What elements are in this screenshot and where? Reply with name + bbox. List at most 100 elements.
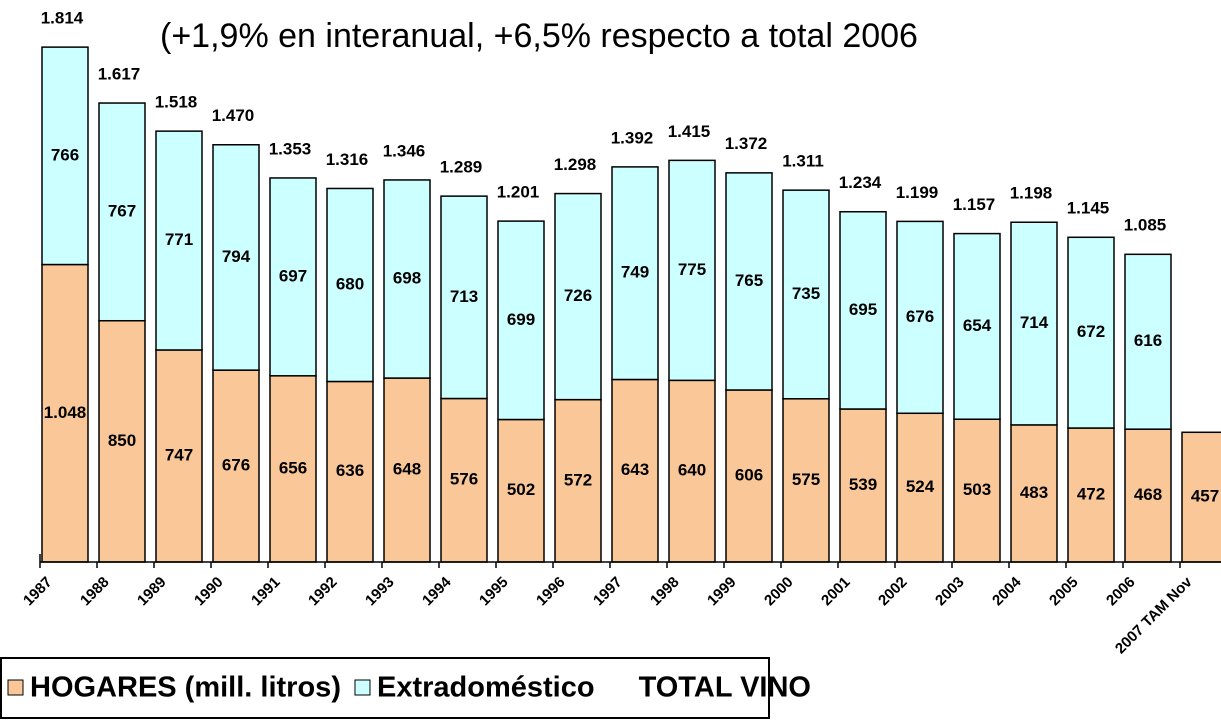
data-label: 643 — [621, 460, 649, 479]
data-label: 749 — [621, 263, 649, 282]
total-label: 1.201 — [497, 183, 540, 202]
data-label: 713 — [450, 287, 478, 306]
data-label: 502 — [507, 480, 535, 499]
data-label: 576 — [450, 470, 478, 489]
bar-segment — [668, 379, 716, 563]
total-label: 1.346 — [383, 141, 426, 160]
x-tick-label: 2001 — [818, 574, 854, 610]
data-label: 794 — [222, 247, 251, 266]
data-label: 656 — [279, 458, 307, 477]
x-tick-label: 2006 — [1103, 574, 1139, 610]
total-label: 1.518 — [155, 93, 198, 112]
bar-segment — [326, 380, 374, 563]
data-label: 680 — [336, 274, 364, 293]
total-label: 1.198 — [1010, 183, 1053, 202]
bar-segment — [212, 144, 260, 371]
total-label: 1.316 — [326, 150, 369, 169]
data-label: 765 — [735, 271, 763, 290]
bar-segment — [98, 319, 146, 563]
data-label: 676 — [222, 456, 250, 475]
total-label: 1.157 — [953, 195, 996, 214]
bar-segment — [839, 408, 887, 563]
x-tick-label: 1993 — [362, 574, 398, 610]
bar-segment — [155, 349, 203, 563]
x-tick-label: 1994 — [419, 573, 455, 609]
bar-segment — [269, 177, 317, 377]
total-label: 1.372 — [725, 134, 768, 153]
data-label: 767 — [108, 201, 136, 220]
total-label: 1.289 — [440, 158, 483, 177]
data-label: 698 — [393, 268, 421, 287]
data-label: 457 — [1191, 487, 1219, 506]
bar-segment — [725, 389, 773, 563]
x-tick-label: 2003 — [932, 574, 968, 610]
bar-segment — [554, 192, 602, 401]
data-label: 714 — [1020, 313, 1049, 332]
data-label: 572 — [564, 470, 592, 489]
data-label: 766 — [51, 145, 79, 164]
data-label: 606 — [735, 465, 763, 484]
legend-box — [0, 657, 770, 719]
x-tick-label: 1990 — [191, 574, 227, 610]
data-label: 524 — [906, 477, 935, 496]
data-label: 771 — [165, 230, 193, 249]
data-label: 695 — [849, 300, 877, 319]
total-label: 1.234 — [839, 173, 882, 192]
x-tick-label: 1999 — [704, 574, 740, 610]
bar-segment — [440, 397, 488, 563]
bar-segment — [155, 130, 203, 351]
bar-segment — [497, 418, 545, 563]
data-label: 726 — [564, 286, 592, 305]
total-label: 1.298 — [554, 155, 597, 174]
bar-segment — [611, 166, 659, 381]
data-label: 539 — [849, 475, 877, 494]
data-label: 697 — [279, 266, 307, 285]
bar-segment — [725, 172, 773, 391]
legend-label: HOGARES (mill. litros) — [30, 672, 341, 704]
x-tick-label: 1992 — [305, 574, 341, 610]
data-label: 1.048 — [44, 403, 87, 422]
data-label: 648 — [393, 460, 421, 479]
total-label: 1.353 — [269, 139, 312, 158]
bar-segment — [440, 195, 488, 400]
bar-segment — [41, 263, 89, 563]
data-label: 640 — [678, 461, 706, 480]
x-tick-label: 1996 — [533, 574, 569, 610]
bar-segment — [269, 375, 317, 563]
data-label: 472 — [1077, 484, 1105, 503]
data-label: 636 — [336, 461, 364, 480]
legend-swatch — [354, 679, 371, 696]
data-label: 616 — [1134, 331, 1162, 350]
bar-segment — [212, 369, 260, 563]
total-label: 1.415 — [668, 122, 711, 141]
data-label: 503 — [963, 480, 991, 499]
x-tick-label: 1998 — [647, 574, 683, 610]
x-tick-label: 2005 — [1046, 574, 1082, 610]
legend-swatch — [7, 679, 24, 696]
data-label: 672 — [1077, 322, 1105, 341]
x-tick-label: 1997 — [590, 574, 626, 610]
bar-segment — [782, 189, 830, 400]
data-label: 735 — [792, 284, 820, 303]
bar-segment — [497, 220, 545, 421]
total-label: 1.199 — [896, 183, 939, 202]
data-label: 747 — [165, 445, 193, 464]
x-tick-label: 1988 — [77, 574, 113, 610]
bar-segment — [953, 232, 1001, 420]
bar-segment — [1124, 253, 1172, 430]
bar-segment — [1010, 424, 1058, 563]
x-tick-label: 2002 — [875, 574, 911, 610]
total-label: 1.392 — [611, 128, 654, 147]
bar-segment — [1067, 236, 1115, 429]
x-tick-label: 2000 — [761, 574, 797, 610]
data-label: 699 — [507, 310, 535, 329]
bar-segment — [1010, 221, 1058, 426]
x-tick-label: 1989 — [134, 574, 170, 610]
total-label: 1.085 — [1124, 216, 1167, 235]
total-label: 1.617 — [98, 65, 141, 84]
data-label: 468 — [1134, 485, 1162, 504]
x-tick-label: 1995 — [476, 574, 512, 610]
total-label: 1.311 — [782, 151, 824, 170]
bar-segment — [668, 159, 716, 382]
